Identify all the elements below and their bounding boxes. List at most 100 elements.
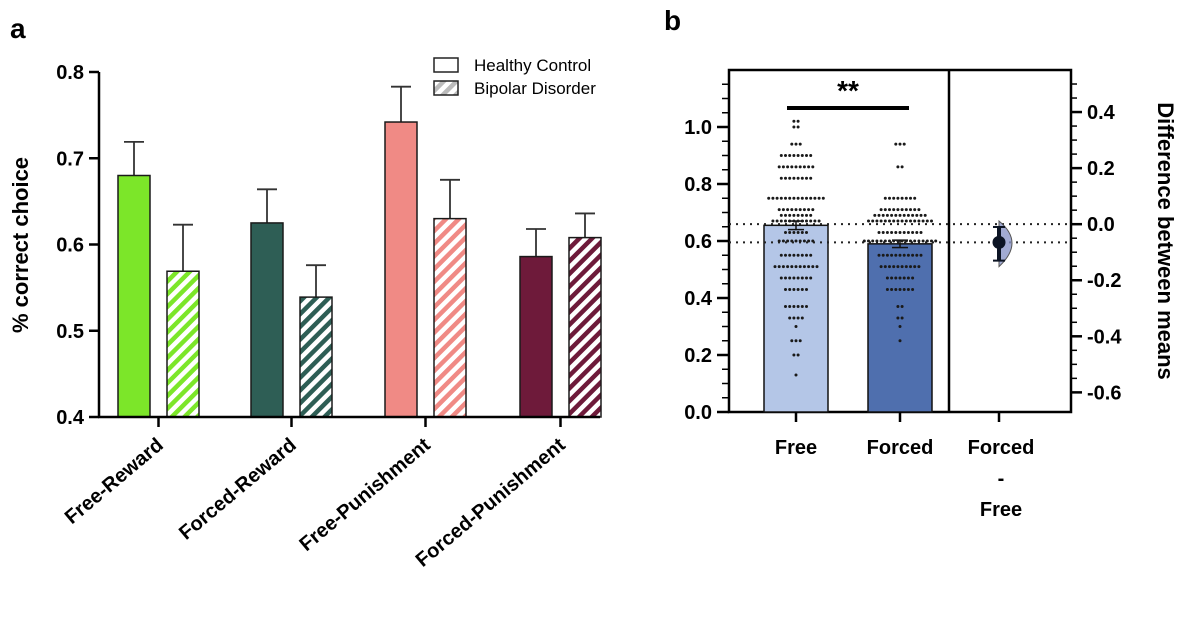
panel-b-data-point (917, 219, 921, 223)
panel-b-data-point (796, 230, 800, 234)
panel-b-contrast-distribution (998, 219, 1013, 268)
panel-b-data-point (896, 305, 900, 309)
panel-b-data-point (919, 230, 923, 234)
panel-b-data-point (781, 265, 785, 269)
panel-b-data-point (786, 208, 790, 212)
panel-b-data-point (809, 176, 813, 180)
panel-b-data-point (777, 265, 781, 269)
panel-b-data-point (902, 276, 906, 280)
panel-b-data-point (805, 196, 808, 200)
panel-b-data-point (794, 208, 798, 212)
panel-b-data-point (788, 287, 792, 291)
panel-b-data-point (930, 219, 933, 223)
panel-b-data-point (788, 253, 792, 257)
panel-b-data-point (902, 253, 906, 257)
panel-b-data-point (909, 265, 912, 269)
panel-b-data-point (784, 213, 787, 217)
panel-b-label: b (664, 5, 681, 36)
panel-b-data-point (796, 176, 800, 180)
panel-b-data-point (798, 165, 802, 169)
panel-b-data-point (802, 208, 806, 212)
panel-b-data-point (906, 287, 910, 291)
panel-b-data-point (898, 142, 902, 146)
panel-b-data-point (896, 196, 900, 200)
panel-b-data-point (784, 305, 787, 309)
panel-b-data-point (798, 208, 802, 212)
panel-b-data-point (909, 219, 912, 223)
panel-b-data-point (904, 265, 908, 269)
panel-b-data-point (796, 125, 800, 129)
panel-b-data-point (792, 276, 796, 280)
panel-b-data-point (879, 219, 883, 223)
panel-b-data-point (917, 265, 921, 269)
panel-b-data-point (919, 213, 923, 217)
panel-b-data-point (873, 213, 877, 217)
panel-b-data-point (790, 208, 794, 212)
panel-b-data-point (796, 119, 800, 123)
panel-b-data-point (767, 196, 771, 200)
panel-b-data-point (885, 253, 889, 257)
panel-b-data-point (809, 276, 813, 280)
panel-b-data-point (781, 239, 785, 243)
panel-b-data-point (796, 154, 800, 157)
panel-b-data-point (800, 253, 804, 257)
panel-b-data-point (771, 219, 775, 223)
panel-b-data-point (779, 196, 783, 200)
panel-a-bar-bipolar-disorder (166, 270, 200, 418)
panel-b-data-point (796, 276, 800, 280)
panel-b-data-point (777, 208, 781, 212)
panel-b-data-point (888, 219, 891, 223)
panel-b-data-point (779, 276, 783, 280)
panel-b-data-point (805, 213, 808, 217)
panel-b-data-point (913, 208, 917, 212)
panel-b-data-point (875, 219, 879, 223)
panel-b-data-point (786, 265, 790, 269)
panel-b-data-point (892, 265, 896, 269)
panel-b-data-point (794, 339, 798, 343)
panel-b-data-point (911, 230, 915, 234)
panel-b-data-point (796, 219, 800, 223)
panel-b-data-point (796, 253, 800, 257)
panel-b-data-point (925, 219, 929, 223)
panel-b-data-point (919, 253, 923, 257)
panel-b-data-point (906, 276, 910, 280)
panel-b-data-point (790, 265, 794, 269)
panel-b-data-point (784, 154, 787, 157)
panel-b-data-point (792, 119, 796, 123)
panel-b-data-point (800, 305, 804, 309)
panel-b-data-point (788, 154, 792, 157)
panel-b-data-point (771, 196, 775, 200)
panel-b-data-point (890, 276, 894, 280)
panel-a-y-tick-label: 0.7 (56, 148, 84, 170)
panel-b-data-point (913, 219, 917, 223)
panel-b-y-tick-label: 0.2 (684, 345, 712, 367)
panel-a-category-label: Forced-Punishment (412, 434, 570, 572)
panel-b-data-point (881, 253, 885, 257)
panel-b-data-point (894, 253, 898, 257)
panel-b-data-point (871, 219, 875, 223)
panel-b-data-point (911, 287, 915, 291)
panel-b-y-tick-label: 0.0 (684, 402, 712, 424)
panel-b-y-tick-label: 0.6 (684, 231, 712, 253)
panel-b-data-point (898, 253, 902, 257)
panel-b-data-point (898, 325, 902, 328)
panel-b-data-point (802, 265, 806, 269)
panel-b-bar-free (763, 224, 829, 413)
panel-b-data-point (809, 219, 813, 223)
panel-b-data-point (898, 276, 902, 280)
panel-b-data-point (790, 165, 794, 169)
panel-b-data-point (800, 287, 804, 291)
panel-b-data-point (898, 287, 902, 291)
panel-b-data-point (790, 142, 794, 146)
panel-a-y-tick-label: 0.8 (56, 62, 84, 84)
panel-b-data-point (777, 165, 781, 169)
panel-b-data-point (900, 305, 904, 309)
panel-b-data-point (802, 239, 806, 243)
panel-b-data-point (805, 276, 808, 280)
panel-b-data-point (807, 208, 811, 212)
panel-b-data-point (784, 253, 787, 257)
panel-b-data-point (906, 213, 910, 217)
panel-b-data-point (809, 213, 813, 217)
panel-b-data-point (894, 230, 898, 234)
panel-a-category-label: Forced-Reward (175, 434, 301, 544)
